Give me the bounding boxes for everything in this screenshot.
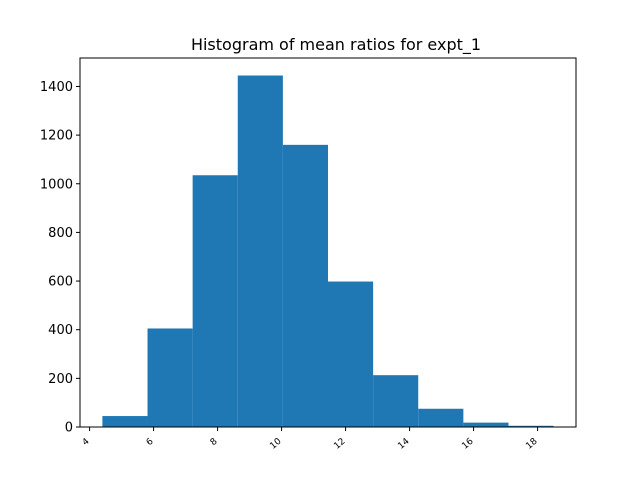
x-tick-label: 16 [460, 436, 475, 451]
x-tick-label: 6 [145, 436, 156, 448]
histogram-bar-6 [373, 375, 419, 427]
y-tick-label: 1000 [40, 177, 73, 192]
y-tick-label: 1400 [40, 80, 73, 95]
chart-title: Histogram of mean ratios for expt_1 [191, 35, 481, 55]
y-axis: 0 200 400 600 800 1000 1200 1400 [40, 80, 80, 436]
x-tick-label: 8 [209, 436, 220, 448]
histogram-bar-8 [463, 422, 509, 427]
histogram-bar-2 [192, 175, 238, 427]
histogram-bar-3 [237, 75, 283, 427]
y-tick-label: 400 [48, 323, 73, 338]
x-tick-label: 18 [524, 436, 539, 451]
y-tick-label: 1200 [40, 129, 73, 144]
histogram-bar-0 [102, 416, 148, 427]
histogram-bar-1 [147, 328, 193, 427]
x-tick-label: 10 [268, 436, 283, 451]
x-tick-label: 12 [332, 437, 347, 452]
x-tick-label: 4 [81, 436, 92, 448]
histogram-bar-9 [508, 425, 554, 427]
y-tick-label: 200 [48, 372, 73, 387]
y-tick-label: 0 [65, 421, 73, 436]
histogram-bar-5 [328, 281, 374, 427]
y-tick-label: 800 [48, 226, 73, 241]
histogram-bar-4 [282, 144, 328, 428]
histogram-bar-7 [418, 408, 464, 427]
x-axis: 4 6 8 10 12 14 16 18 [81, 427, 540, 452]
bars-group [102, 75, 554, 428]
x-tick-label: 14 [396, 436, 411, 451]
axes-frame [79, 57, 577, 428]
y-tick-label: 600 [48, 275, 73, 290]
